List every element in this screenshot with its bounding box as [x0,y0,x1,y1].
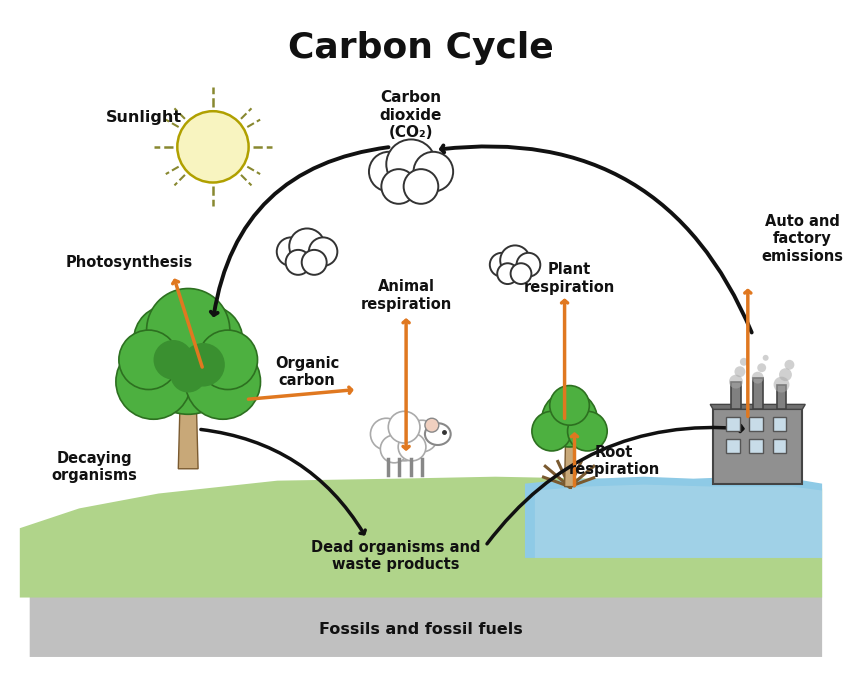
Circle shape [386,140,436,189]
Circle shape [774,377,790,392]
Text: Root
respiration: Root respiration [569,445,660,477]
Text: Decaying
organisms: Decaying organisms [51,451,137,483]
Polygon shape [777,385,786,409]
Circle shape [173,305,242,375]
Polygon shape [20,477,822,597]
Polygon shape [564,437,575,487]
Circle shape [170,357,206,392]
Circle shape [511,264,531,284]
Polygon shape [749,439,762,453]
Circle shape [198,330,258,390]
Circle shape [178,111,248,183]
Polygon shape [749,417,762,431]
Polygon shape [178,394,198,469]
Text: Animal
respiration: Animal respiration [360,279,451,312]
Text: Carbon Cycle: Carbon Cycle [288,31,554,65]
Circle shape [382,417,426,461]
Circle shape [380,435,408,463]
Circle shape [371,418,402,450]
Circle shape [398,433,426,461]
Circle shape [146,289,230,372]
Circle shape [154,340,193,379]
Circle shape [119,330,178,390]
Circle shape [388,411,420,443]
Circle shape [139,315,238,414]
Circle shape [751,372,763,383]
Text: Photosynthesis: Photosynthesis [65,255,192,270]
Circle shape [568,411,607,451]
Circle shape [116,344,191,419]
Polygon shape [535,485,822,558]
Circle shape [500,245,530,275]
Circle shape [541,392,598,447]
Polygon shape [525,477,822,558]
Text: Plant
respiration: Plant respiration [524,262,615,295]
Ellipse shape [425,423,450,445]
Circle shape [497,264,518,284]
Circle shape [729,375,743,389]
Polygon shape [726,417,740,431]
Circle shape [779,368,792,381]
Polygon shape [753,378,762,409]
Text: Sunlight: Sunlight [105,110,182,125]
Circle shape [734,366,745,377]
Polygon shape [726,439,740,453]
Circle shape [382,169,416,204]
Polygon shape [711,405,805,409]
Text: Organic
carbon: Organic carbon [275,355,339,388]
Circle shape [302,250,326,275]
Circle shape [740,358,748,366]
Circle shape [425,418,439,432]
Circle shape [133,305,203,375]
Polygon shape [30,540,822,657]
Circle shape [289,228,325,264]
Circle shape [757,363,766,373]
Polygon shape [713,409,802,484]
Circle shape [517,253,541,276]
Circle shape [762,355,768,361]
Circle shape [532,411,571,451]
Polygon shape [731,381,741,409]
Text: Fossils and fossil fuels: Fossils and fossil fuels [319,622,523,637]
Circle shape [550,385,589,425]
Text: Dead organisms and
waste products: Dead organisms and waste products [311,540,481,572]
Text: Carbon
dioxide
(CO₂): Carbon dioxide (CO₂) [380,91,442,140]
Circle shape [286,250,310,275]
Circle shape [181,343,225,387]
Text: Auto and
factory
emissions: Auto and factory emissions [762,214,843,264]
Circle shape [406,420,438,452]
Polygon shape [773,439,786,453]
Circle shape [309,238,337,266]
Circle shape [185,344,260,419]
Circle shape [369,152,409,191]
Circle shape [785,360,795,370]
Circle shape [490,253,513,276]
Circle shape [277,238,305,266]
Circle shape [404,169,439,204]
Circle shape [414,152,453,191]
Polygon shape [773,417,786,431]
